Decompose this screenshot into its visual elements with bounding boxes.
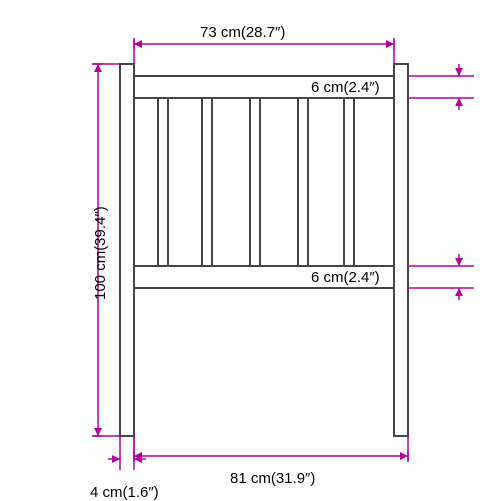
dim-label-6a: 6 cm(2.4″) <box>311 79 380 96</box>
dim-label-100: 100 cm(39.4″) <box>92 206 109 300</box>
dim-label-4: 4 cm(1.6″) <box>90 484 159 501</box>
dim-label-73: 73 cm(28.7″) <box>200 24 285 41</box>
dim-label-81: 81 cm(31.9″) <box>230 470 315 487</box>
dim-label-6b: 6 cm(2.4″) <box>311 269 380 286</box>
